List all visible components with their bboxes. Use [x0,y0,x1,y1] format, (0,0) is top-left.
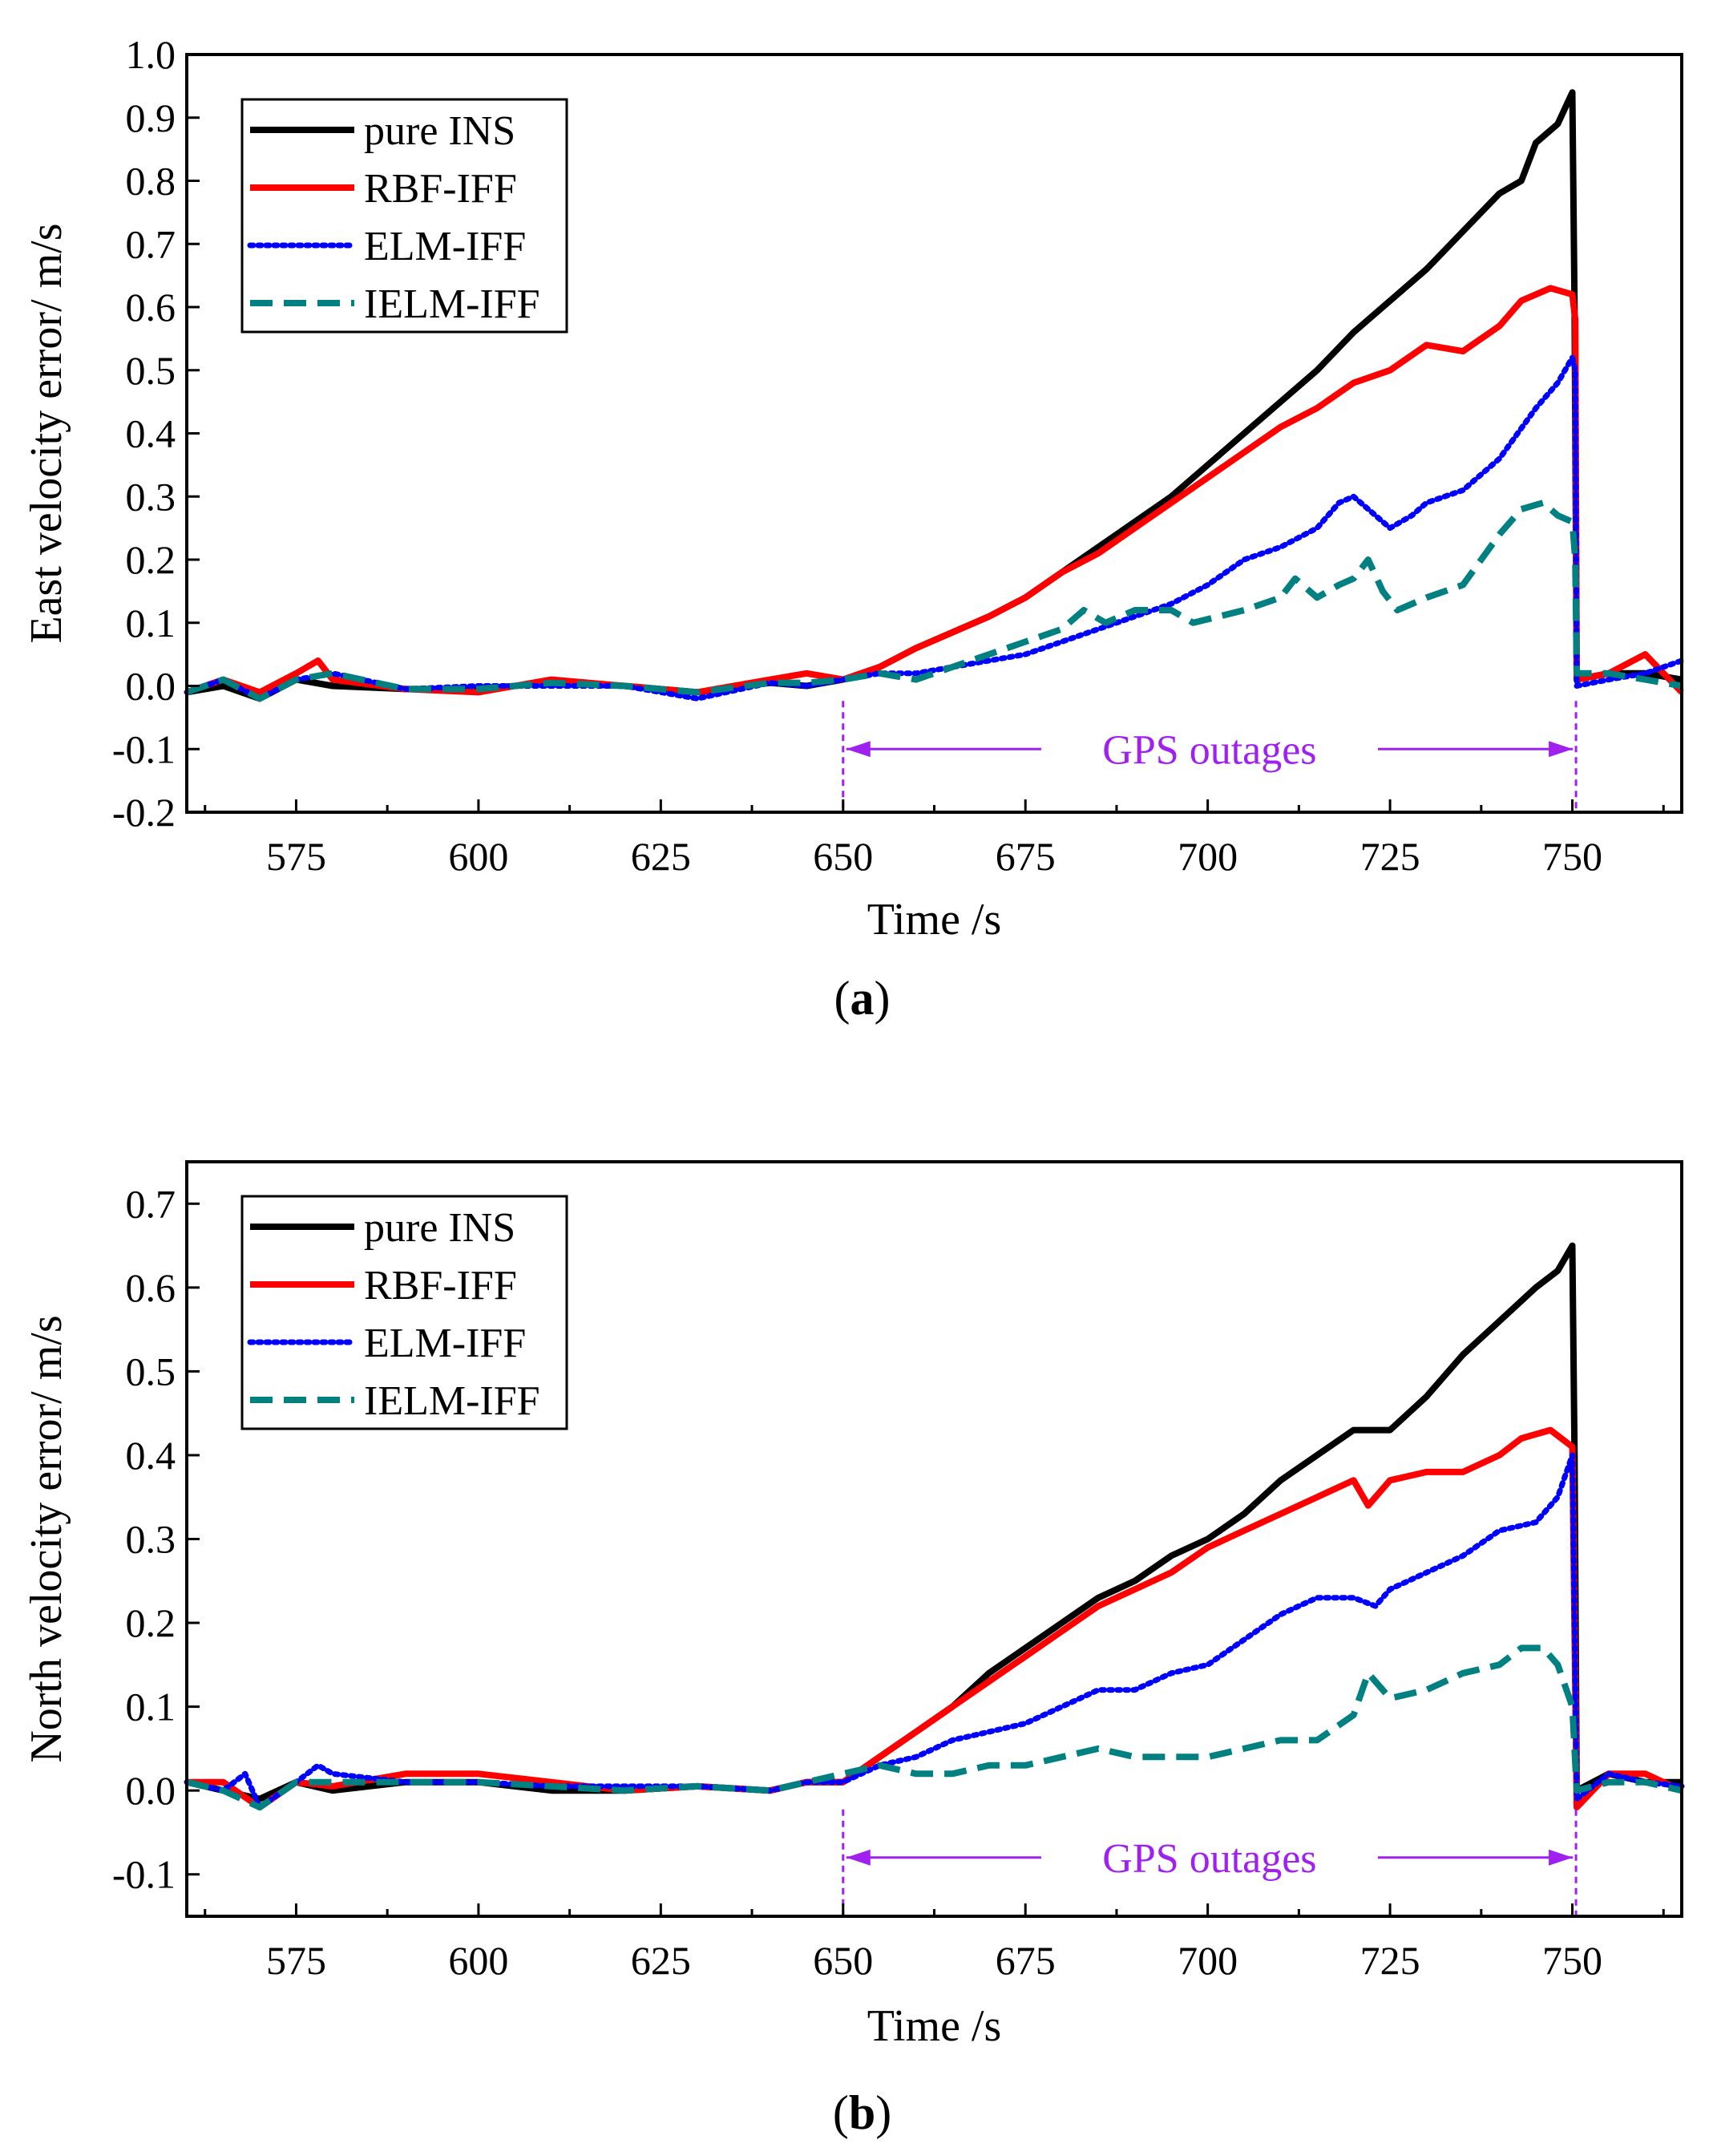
panel-a-legend-label-pure-ins: pure INS [364,108,515,154]
panel-a-arrowhead-left-icon [846,741,871,758]
panel-a-series-elm-iff [184,354,1685,702]
panel-b-x-tick-label: 750 [1542,1938,1602,1983]
panel-a-y-tick-label: 0.6 [126,285,176,330]
panel-a-y-tick-label: 0.9 [126,95,176,140]
panel-a-legend-label-elm-iff: ELM-IFF [364,224,526,269]
panel-a-arrowhead-right-icon [1549,741,1574,758]
panel-a-y-axis-title: East velocity error/ m/s [22,223,71,643]
panel-a-x-tick-label: 600 [448,834,508,879]
panel-b-series [184,1242,1685,1811]
panel-b-label-close: ) [875,2086,891,2139]
panel-b-legend-label-rbf-iff: RBF-IFF [364,1263,517,1309]
panel-b-x-tick-label: 600 [448,1938,508,1983]
panel-a-y-tick-label: -0.2 [112,790,176,835]
panel-a-y-tick-label: 0.4 [126,411,176,456]
panel-b-x-tick-label: 700 [1178,1938,1238,1983]
panel-b-y-tick-label: 0.4 [126,1433,176,1478]
panel-a-label-close: ) [875,972,891,1025]
panel-b-x-tick-label: 675 [996,1938,1056,1983]
panel-b-y-tick-label: 0.6 [126,1265,176,1310]
panel-b-legend-box [240,1195,568,1430]
panel-b-x-tick-label: 650 [813,1938,873,1983]
panel-a-legend-label-ielm-iff: IELM-IFF [364,281,540,327]
panel-b-legend-label-pure-ins: pure INS [364,1205,515,1251]
panel-b-x-axis-title: Time /s [867,2001,1002,2051]
panel-b-outage-label: GPS outages [1102,1836,1316,1882]
panel-a-label-open: ( [834,972,850,1025]
panel-a-label: (a) [834,972,891,1025]
panel-a-y-tick-label: 0.2 [126,537,176,582]
panel-b-y-tick-label: 0.5 [126,1349,176,1394]
panel-b-label-open: ( [833,2086,849,2139]
panel-b-y-tick-label: 0.0 [126,1768,176,1813]
panel-a-x-ticks: 575 600 625 650 675 700 725 750 [204,799,1665,879]
panel-b-legend-label-elm-iff: ELM-IFF [364,1321,526,1366]
panel-a-y-tick-label: 0.7 [126,221,176,266]
panel-a-annotation: GPS outages [842,701,1578,812]
panel-b-annotation: GPS outages [842,1809,1578,1916]
panel-a-x-axis-title: Time /s [867,895,1002,945]
panel-a-label-letter: a [850,972,875,1025]
panel-a-y-tick-label: 1.0 [126,32,176,77]
panel-b-x-tick-label: 725 [1360,1938,1420,1983]
panel-a-x-tick-label: 750 [1542,834,1602,879]
panel-a-y-tick-label: -0.1 [112,726,176,771]
panel-b-x-tick-label: 625 [631,1938,691,1983]
panel-a-x-tick-label: 675 [996,834,1056,879]
panel-b-y-ticks: -0.1 0.0 0.1 0.2 0.3 0.4 0.5 0.6 0.7 [112,1181,200,1897]
panel-b-arrowhead-right-icon [1549,1849,1574,1866]
panel-b-arrowhead-left-icon [846,1849,871,1866]
panel-a-x-tick-label: 700 [1178,834,1238,879]
panel-b-y-tick-label: 0.1 [126,1685,176,1729]
panel-b-legend: pure INS RBF-IFF ELM-IFF IELM-IFF [240,1195,568,1430]
panel-a-legend-label-rbf-iff: RBF-IFF [364,166,517,212]
panel-b-x-ticks: 575 600 625 650 675 700 725 750 [204,1903,1665,1983]
panel-b-y-axis-title: North velocity error/ m/s [22,1315,71,1762]
panel-a-series-ielm-iff [185,500,1683,702]
panel-a-x-tick-label: 650 [813,834,873,879]
panel-b-series-rbf-iff [187,1426,1683,1811]
panel-a-y-tick-label: 0.1 [126,601,176,645]
panel-a-legend: pure INS RBF-IFF ELM-IFF IELM-IFF [240,98,568,334]
panel-b-series-ielm-iff [186,1644,1683,1811]
panel-a-legend-box [240,98,568,334]
panel-b-y-tick-label: -0.1 [112,1852,176,1897]
panel-a-y-tick-label: 0.0 [126,664,176,709]
panel-b-y-tick-label: 0.2 [126,1600,176,1645]
panel-a-y-tick-label: 0.3 [126,474,176,519]
panel-b-label: (b) [833,2086,891,2139]
panel-a-y-ticks: -0.2 -0.1 0.0 0.1 0.2 0.3 0.4 0.5 0.6 0.7 0.8 0.9 1.… [112,32,200,835]
panel-a-y-tick-label: 0.8 [126,159,176,204]
panel-b-y-tick-label: 0.7 [126,1181,176,1226]
panel-b-legend-label-ielm-iff: IELM-IFF [364,1378,540,1424]
panel-a-y-tick-label: 0.5 [126,348,176,393]
panel-a: GPS outages 575 600 625 650 675 700 725 750 -0.… [22,32,1685,1025]
panel-b-y-tick-label: 0.3 [126,1517,176,1562]
panel-b: GPS outages 575 600 625 650 675 700 725 750 -0.… [22,1160,1685,2139]
panel-b-label-letter: b [849,2086,875,2139]
panel-a-series [184,89,1685,702]
panel-a-x-tick-label: 725 [1360,834,1420,879]
panel-a-x-tick-label: 575 [266,834,326,879]
panel-b-x-tick-label: 575 [266,1938,326,1983]
panel-a-x-tick-label: 625 [631,834,691,879]
panel-b-series-elm-iff [184,1452,1685,1810]
panel-a-outage-label: GPS outages [1102,727,1316,773]
